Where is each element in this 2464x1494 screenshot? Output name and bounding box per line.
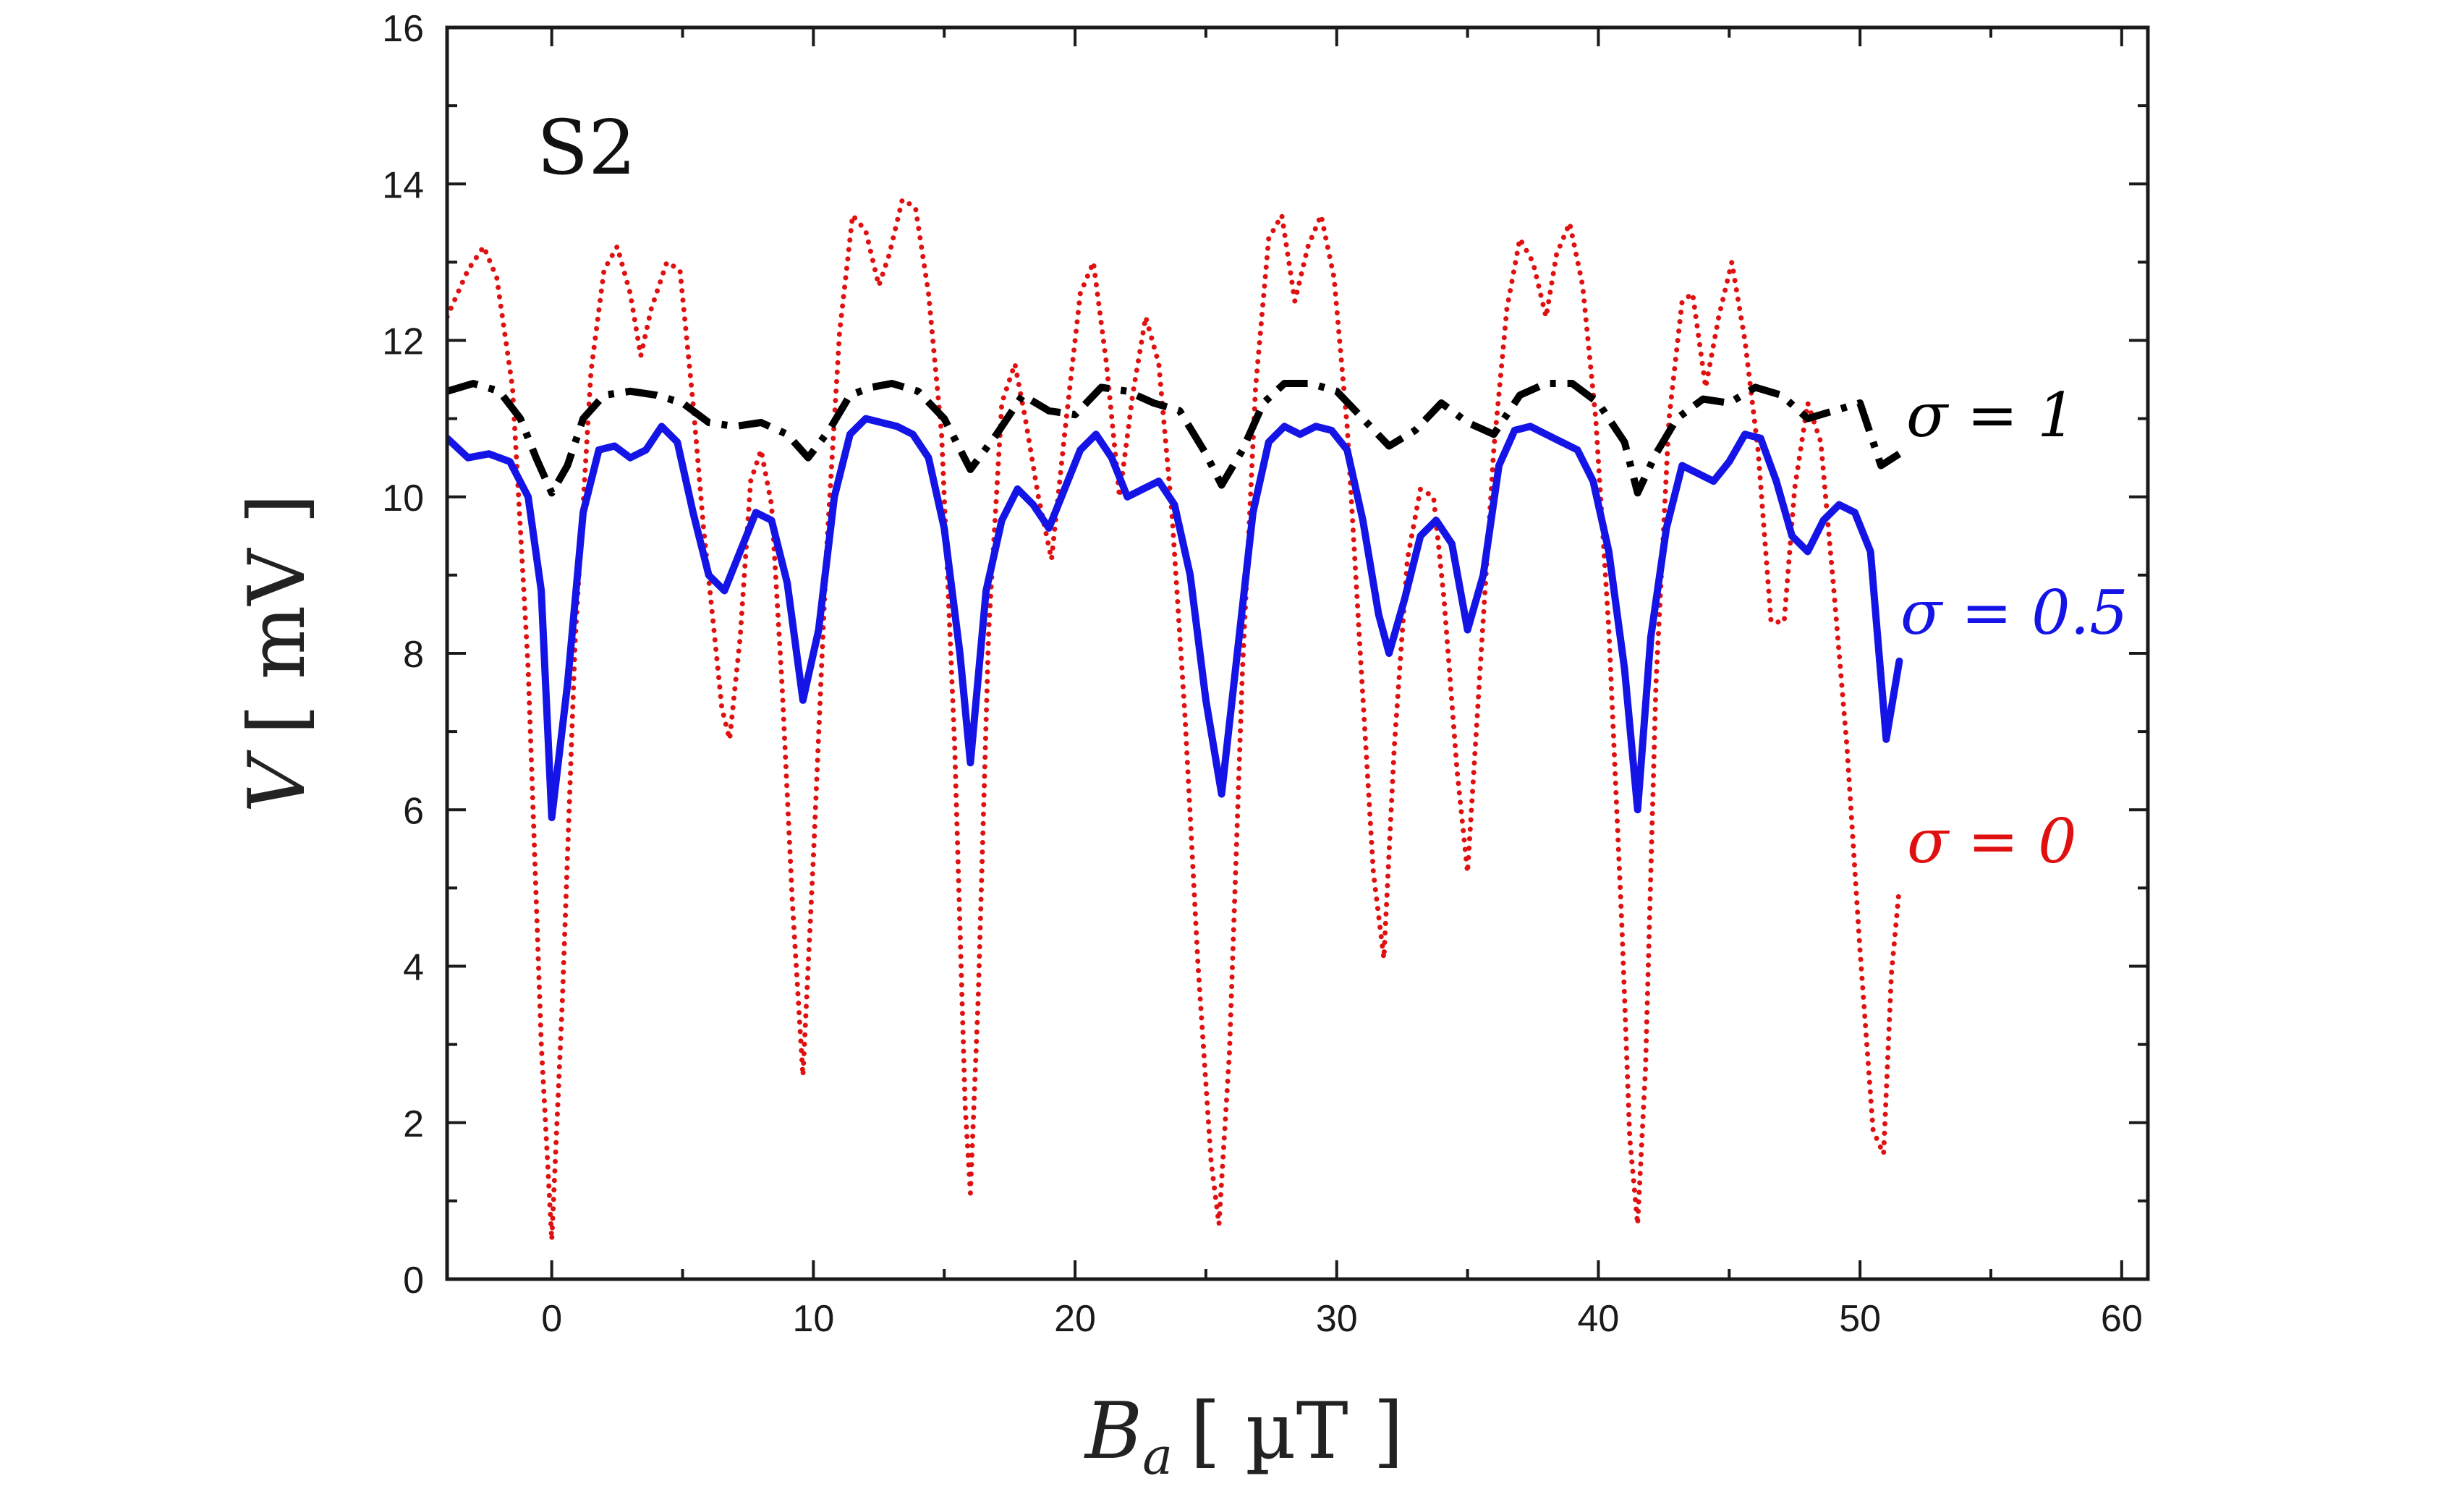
x-tick-label: 0 (541, 1298, 562, 1340)
x-tick-label: 60 (2101, 1298, 2143, 1340)
panel-label: S2 (537, 103, 636, 192)
y-tick-label: 4 (403, 947, 424, 989)
x-tick-label: 50 (1839, 1298, 1881, 1340)
series-line-sigma-0-5 (447, 415, 1903, 822)
x-axis-title-subscript: a (1142, 1427, 1173, 1486)
y-tick-label: 6 (403, 790, 424, 832)
x-tick-labels: 0 10 20 30 40 50 60 (541, 1298, 2143, 1340)
y-axis-title-symbol: V (232, 750, 323, 813)
series-line-sigma-1 (447, 380, 1902, 497)
x-tick-label: 30 (1316, 1298, 1358, 1340)
x-axis-title: Ba [ µT ] (1084, 1386, 1403, 1486)
y-tick-label: 14 (382, 164, 424, 206)
y-axis-title: V [ mV ] (232, 493, 323, 812)
y-tick-label: 0 (403, 1260, 424, 1302)
y-axis-title-units: [ mV ] (232, 493, 323, 734)
x-tick-label: 20 (1054, 1298, 1096, 1340)
y-tick-labels: 0 2 4 6 8 10 12 14 16 (382, 8, 424, 1302)
y-tick-label: 10 (382, 478, 424, 519)
y-tick-label: 8 (403, 634, 424, 676)
plot-frame (445, 25, 2150, 1281)
label-sigma-0-5: σ = 0.5 (1900, 577, 2128, 648)
label-sigma-0: σ = 0 (1907, 806, 2077, 877)
x-tick-label: 40 (1578, 1298, 1620, 1340)
label-sigma-1: σ = 1 (1906, 380, 2076, 451)
series-line-sigma-0 (447, 195, 1902, 1241)
x-axis-title-units: [ µT ] (1190, 1386, 1403, 1477)
series-layer (447, 195, 1903, 1241)
x-axis-title-symbol: B (1084, 1386, 1142, 1477)
y-tick-label: 12 (382, 321, 424, 363)
y-tick-label: 2 (403, 1103, 424, 1145)
y-tick-label: 16 (382, 8, 424, 50)
x-tick-label: 10 (792, 1298, 834, 1340)
